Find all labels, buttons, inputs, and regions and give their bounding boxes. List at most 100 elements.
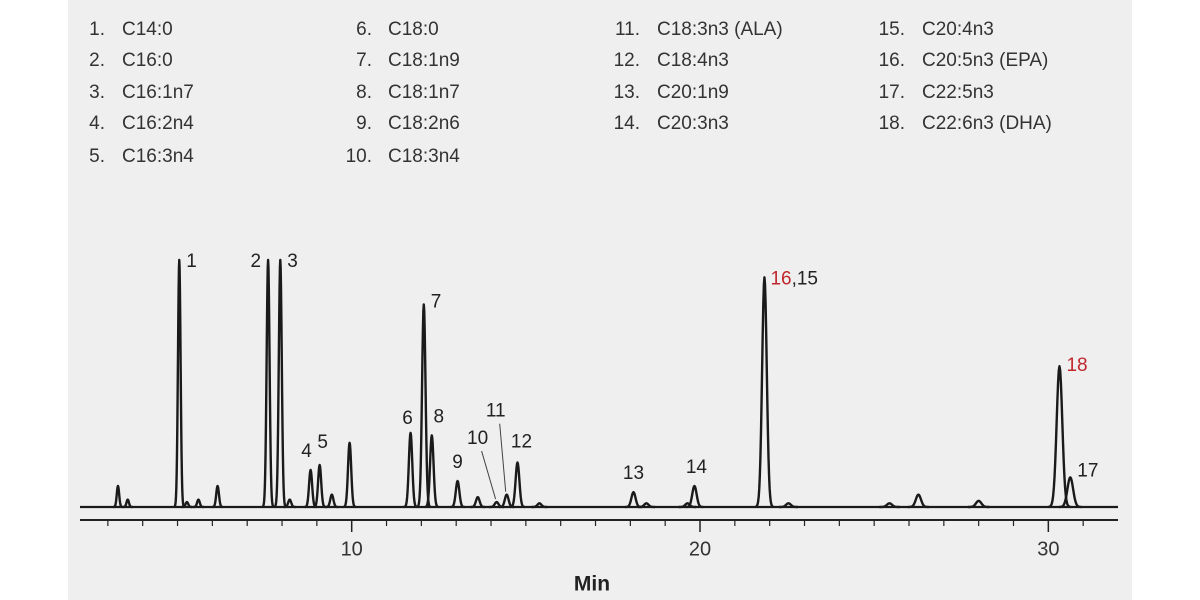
peak — [907, 493, 930, 509]
peak — [509, 461, 526, 509]
legend-number: 5. — [89, 146, 105, 167]
peak — [273, 258, 288, 509]
peak — [112, 484, 124, 509]
peak — [121, 498, 134, 509]
legend-name: C20:4n3 — [922, 19, 994, 40]
peak — [878, 502, 901, 509]
legend-name: C18:3n3 (ALA) — [657, 19, 783, 40]
legend-number: 15. — [879, 19, 905, 40]
peak-label-part: 10 — [467, 428, 488, 449]
legend-number: 10. — [346, 146, 372, 167]
peak-label-part: ,15 — [792, 268, 818, 289]
peak-label-part: 2 — [251, 251, 262, 272]
legend-number: 6. — [356, 19, 372, 40]
legend-number: 4. — [89, 113, 105, 134]
peak-label-part: 17 — [1077, 460, 1098, 481]
legend-number: 17. — [879, 82, 905, 103]
peak-label: 16,15 — [770, 268, 818, 289]
peak-label: 8 — [434, 406, 445, 427]
peak-label-part: 6 — [402, 408, 413, 429]
peak-label-part: 11 — [486, 401, 506, 422]
x-tick-label: 20 — [689, 538, 711, 560]
peak — [531, 502, 548, 509]
peak — [261, 258, 275, 509]
peak-label: 1 — [186, 251, 197, 272]
legend-number: 3. — [89, 82, 105, 103]
peak-label: 18 — [1066, 355, 1087, 376]
legend-number: 8. — [356, 82, 372, 103]
peak — [282, 498, 297, 509]
legend-name: C16:3n4 — [122, 146, 194, 167]
legend-name: C18:2n6 — [388, 113, 460, 134]
x-tick-label: 10 — [341, 538, 363, 560]
peak-label: 17 — [1077, 460, 1098, 481]
peak-label: 11 — [486, 401, 506, 422]
peak-label: 7 — [431, 291, 442, 312]
peak — [342, 441, 357, 509]
peak — [424, 434, 440, 509]
legend-number: 9. — [356, 113, 372, 134]
legend-name: C18:1n7 — [388, 82, 460, 103]
legend-name: C20:1n9 — [657, 82, 729, 103]
peak-label: 6 — [402, 408, 413, 429]
peak-label-part: 3 — [287, 251, 298, 272]
legend-name: C14:0 — [122, 19, 173, 40]
peak — [469, 495, 486, 509]
legend-number: 16. — [879, 50, 905, 71]
peak — [967, 499, 990, 509]
leader-line — [481, 450, 497, 500]
legend-name: C16:1n7 — [122, 82, 194, 103]
legend-number: 18. — [879, 113, 905, 134]
peak-label-part: 18 — [1066, 355, 1087, 376]
peak — [180, 500, 194, 509]
peak — [312, 463, 327, 509]
peak-label: 13 — [623, 463, 644, 484]
peak — [754, 276, 775, 509]
peak-label-part: 7 — [431, 291, 442, 312]
x-tick-label: 30 — [1037, 538, 1059, 560]
leader-line — [499, 423, 507, 492]
peak-label-part: 9 — [452, 452, 463, 473]
peak — [1058, 476, 1083, 509]
peak — [173, 258, 186, 509]
legend-number: 1. — [89, 19, 105, 40]
peak-label-part: 12 — [511, 432, 532, 453]
peak-label: 10 — [467, 428, 488, 449]
legend-number: 14. — [614, 113, 640, 134]
legend-number: 13. — [614, 82, 640, 103]
peak-label: 12 — [511, 432, 532, 453]
peak — [211, 484, 224, 509]
peak — [402, 431, 419, 509]
peak — [449, 479, 466, 509]
legend-name: C20:5n3 (EPA) — [922, 50, 1048, 71]
peak-label-part: 1 — [186, 251, 197, 272]
background — [68, 0, 1132, 600]
peak — [192, 498, 205, 509]
legend-name: C18:4n3 — [657, 50, 729, 71]
legend-name: C16:0 — [122, 50, 173, 71]
peak-label-part: 16 — [770, 268, 791, 289]
peak — [1047, 365, 1072, 509]
peak-label-part: 8 — [434, 406, 445, 427]
peak-label: 5 — [317, 432, 328, 453]
legend-name: C16:2n4 — [122, 113, 194, 134]
legend-number: 7. — [356, 50, 372, 71]
legend-number: 12. — [614, 50, 640, 71]
x-axis-label: Min — [574, 573, 610, 596]
peak-label-part: 4 — [301, 441, 312, 462]
peak-label: 9 — [452, 452, 463, 473]
legend-name: C22:5n3 — [922, 82, 994, 103]
legend-name: C22:6n3 (DHA) — [922, 113, 1052, 134]
legend-name: C20:3n3 — [657, 113, 729, 134]
peak-label-part: 13 — [623, 463, 644, 484]
legend-name: C18:1n9 — [388, 50, 460, 71]
peak-label-part: 5 — [317, 432, 328, 453]
peak — [685, 484, 704, 509]
peak — [778, 502, 799, 509]
peak-label: 2 — [251, 251, 262, 272]
peak — [637, 502, 656, 509]
peak-label: 4 — [301, 441, 312, 462]
legend-number: 2. — [89, 50, 105, 71]
legend-name: C18:3n4 — [388, 146, 460, 167]
